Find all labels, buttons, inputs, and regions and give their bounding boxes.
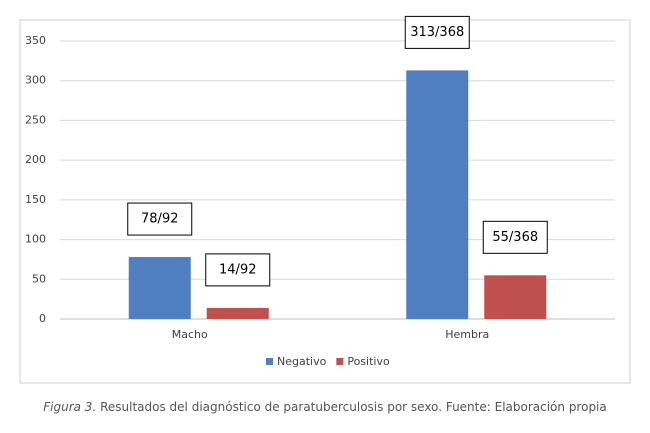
value-label-box [404, 15, 470, 49]
y-tick-label: 0 [39, 312, 46, 325]
caption: Figura 3. Resultados del diagnóstico de … [0, 400, 650, 414]
value-label-box [127, 202, 193, 236]
bar [484, 275, 547, 319]
value-label: 78/92 [141, 212, 178, 227]
bar [128, 257, 191, 319]
y-tick-label: 300 [25, 74, 46, 87]
y-tick-label: 50 [32, 272, 46, 285]
legend-swatch [266, 358, 273, 365]
legend-swatch [336, 358, 344, 365]
y-tick-label: 150 [25, 193, 46, 206]
x-tick-label: Macho [172, 328, 208, 341]
y-tick-label: 200 [25, 153, 46, 166]
y-tick-label: 350 [25, 34, 46, 47]
value-label: 55/368 [492, 230, 538, 245]
y-tick-label: 250 [25, 113, 46, 126]
legend-label: Negativo [277, 355, 327, 368]
bar [206, 307, 269, 319]
value-label: 14/92 [219, 262, 256, 277]
caption-text: Resultados del diagnóstico de paratuberc… [100, 400, 607, 414]
chart: 0 50 100 150 200 250 300 350 Macho 78/92 14/92 Hemb… [19, 15, 631, 384]
value-label: 313/368 [410, 25, 464, 40]
caption-label: Figura 3. [43, 400, 97, 414]
value-label-box [205, 253, 271, 287]
chart-frame [19, 19, 631, 384]
x-tick-label: Hembra [445, 328, 489, 341]
legend-label: Positivo [347, 355, 390, 368]
value-label-box [482, 220, 548, 254]
y-tick-label: 100 [25, 233, 46, 246]
bar [406, 70, 469, 319]
